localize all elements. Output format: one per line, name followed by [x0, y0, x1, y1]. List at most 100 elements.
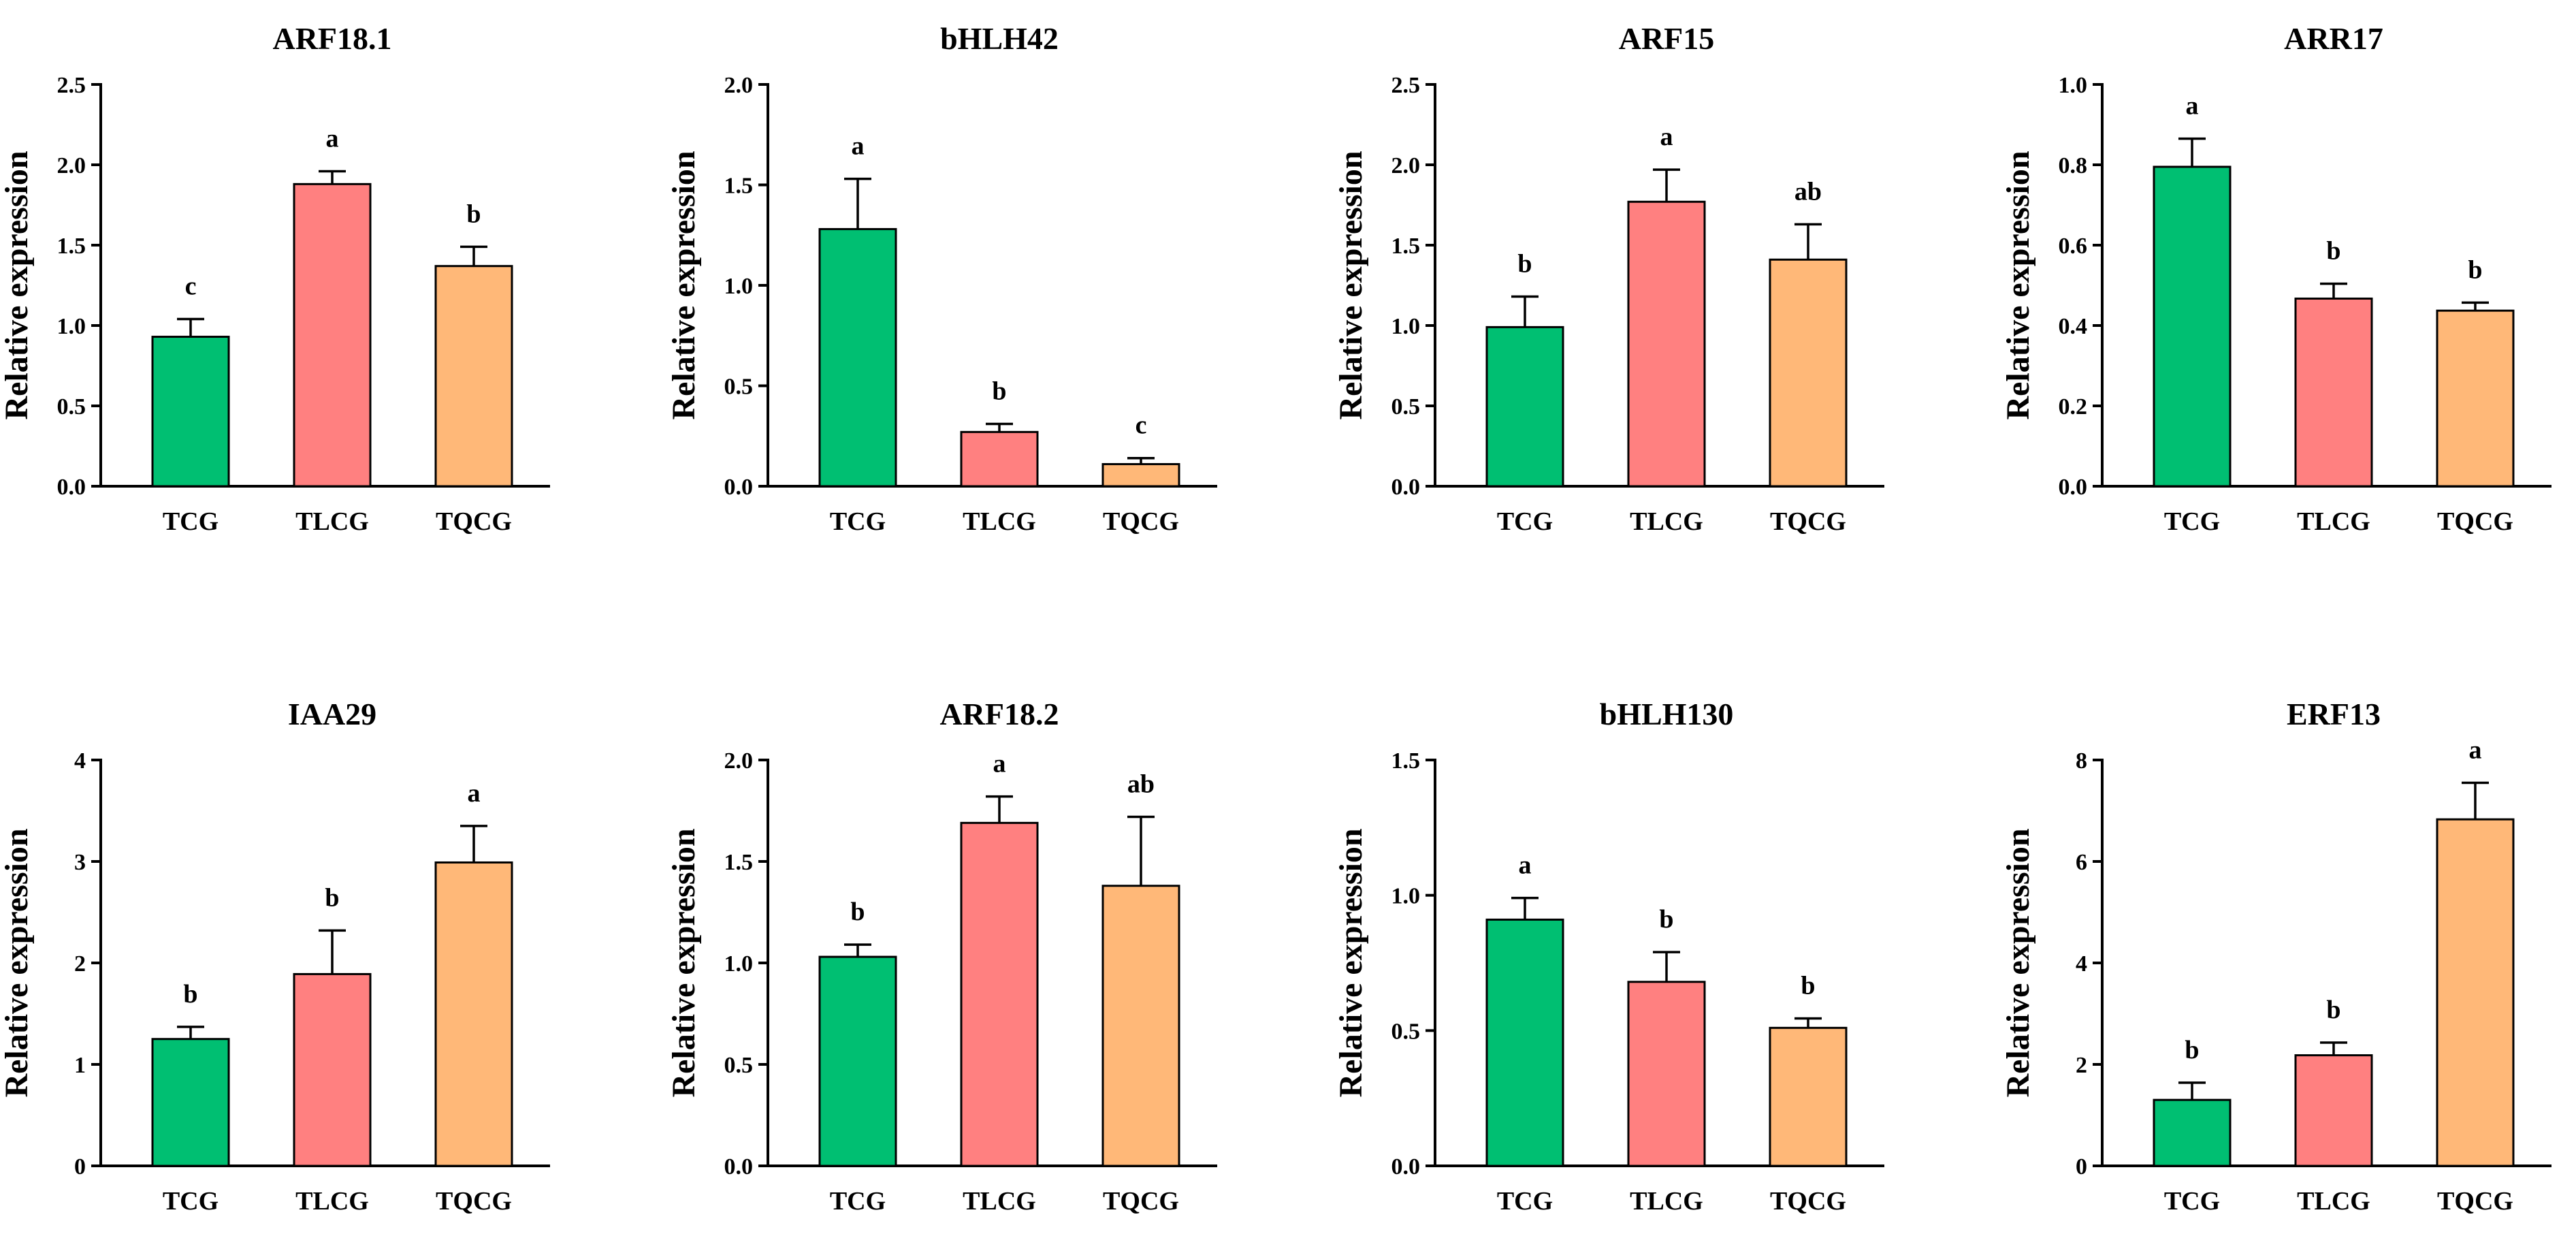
x-tick-label: TCG [2164, 1187, 2220, 1216]
x-tick-label: TLCG [963, 1187, 1036, 1216]
y-tick-label: 2.0 [724, 73, 754, 98]
y-tick-label: 0.5 [1391, 1019, 1421, 1044]
bar-tqcg [434, 265, 513, 488]
x-tick-label: TQCG [1770, 507, 1846, 536]
y-tick-label: 2.5 [1391, 73, 1421, 98]
x-tick-label: TQCG [2437, 1187, 2513, 1216]
y-tick-label: 0.0 [724, 475, 754, 500]
bar-tcg [151, 336, 230, 488]
y-tick-label: 1.5 [57, 234, 86, 259]
panel-title: IAA29 [288, 697, 376, 731]
significance-label: b [992, 377, 1006, 406]
bar-tlcg [960, 430, 1039, 488]
bar-tqcg [434, 861, 513, 1167]
bar-tlcg [293, 972, 372, 1167]
x-tick-label: TCG [830, 1187, 886, 1216]
x-tick-label: TCG [163, 507, 219, 536]
significance-label: b [850, 898, 865, 926]
y-tick-label: 0 [2076, 1154, 2087, 1179]
significance-label: a [2186, 92, 2199, 121]
bar-tlcg [2294, 1054, 2373, 1167]
x-tick-label: TLCG [295, 1187, 369, 1216]
significance-label: ab [1794, 177, 1822, 206]
bar-tcg [818, 955, 897, 1167]
y-tick-label: 1.0 [2059, 73, 2088, 98]
y-tick-label: 1.0 [1391, 314, 1421, 339]
x-tick-label: TQCG [1770, 1187, 1846, 1216]
bar-tlcg [1627, 200, 1706, 488]
y-tick-label: 2 [74, 951, 86, 977]
y-axis-label: Relative expression [1333, 150, 1369, 419]
x-tick-label: TLCG [1630, 507, 1703, 536]
y-tick-label: 2.0 [1391, 153, 1421, 178]
bar-tqcg [1101, 463, 1180, 488]
y-tick-label: 0.6 [2059, 234, 2088, 259]
y-tick-label: 1.0 [724, 951, 754, 977]
y-tick-label: 0.5 [1391, 394, 1421, 419]
significance-label: a [326, 124, 339, 153]
panel-title: ARR17 [2284, 21, 2383, 56]
y-tick-label: 1.5 [1391, 234, 1421, 259]
y-tick-label: 2.0 [724, 748, 754, 774]
significance-label: c [1136, 411, 1147, 440]
significance-label: b [2185, 1036, 2199, 1064]
y-tick-label: 0.5 [57, 394, 86, 419]
bar-tcg [2153, 1098, 2232, 1167]
y-tick-label: 4 [2076, 951, 2087, 977]
panel-title: ARF18.1 [272, 21, 391, 56]
bar-tcg [1485, 326, 1564, 488]
bar-tqcg [2436, 309, 2515, 488]
y-tick-label: 2 [2076, 1053, 2087, 1078]
significance-label: b [1517, 250, 1532, 279]
y-tick-label: 0.0 [57, 475, 86, 500]
x-tick-label: TCG [830, 507, 886, 536]
y-axis-label: Relative expression [0, 828, 35, 1097]
y-tick-label: 8 [2076, 748, 2087, 774]
y-tick-label: 1.5 [724, 174, 754, 199]
significance-label: b [466, 200, 481, 228]
bar-tcg [151, 1038, 230, 1167]
x-tick-label: TLCG [1630, 1187, 1703, 1216]
x-tick-label: TCG [163, 1187, 219, 1216]
significance-label: ab [1127, 770, 1155, 798]
y-tick-label: 2.0 [57, 153, 86, 178]
y-tick-label: 0.0 [2059, 475, 2088, 500]
significance-label: b [2468, 255, 2482, 284]
significance-label: b [1801, 971, 1815, 1000]
panel-title: ARF18.2 [939, 697, 1059, 731]
y-axis-label: Relative expression [1333, 828, 1369, 1097]
significance-label: a [2469, 736, 2482, 765]
x-tick-label: TLCG [2297, 1187, 2370, 1216]
y-tick-label: 1.0 [724, 274, 754, 299]
significance-label: b [183, 980, 197, 1009]
y-tick-label: 0.5 [724, 1053, 754, 1078]
y-tick-label: 0.0 [1391, 475, 1421, 500]
y-tick-label: 0.0 [1391, 1154, 1421, 1179]
y-tick-label: 0.4 [2059, 314, 2088, 339]
y-axis-label: Relative expression [2000, 828, 2036, 1097]
x-tick-label: TQCG [1103, 1187, 1179, 1216]
bar-tqcg [1101, 885, 1180, 1167]
x-tick-label: TQCG [436, 507, 512, 536]
significance-label: c [185, 272, 197, 301]
y-tick-label: 4 [74, 748, 86, 774]
x-tick-label: TLCG [963, 507, 1036, 536]
bar-tlcg [960, 821, 1039, 1167]
panel-title: ARF15 [1619, 21, 1715, 56]
significance-label: b [1659, 905, 1673, 934]
bar-tlcg [293, 183, 372, 488]
x-tick-label: TCG [1497, 1187, 1553, 1216]
significance-label: a [852, 132, 865, 161]
x-tick-label: TLCG [2297, 507, 2370, 536]
y-axis-label: Relative expression [666, 150, 702, 419]
x-tick-label: TQCG [2437, 507, 2513, 536]
significance-label: a [1519, 851, 1532, 880]
bar-tlcg [2294, 297, 2373, 488]
y-tick-label: 3 [74, 850, 86, 875]
y-tick-label: 6 [2076, 850, 2087, 875]
y-tick-label: 1.5 [1391, 748, 1421, 774]
x-tick-label: TCG [1497, 507, 1553, 536]
bar-tlcg [1627, 981, 1706, 1167]
significance-label: b [2326, 996, 2340, 1024]
y-tick-label: 0.2 [2059, 394, 2088, 419]
